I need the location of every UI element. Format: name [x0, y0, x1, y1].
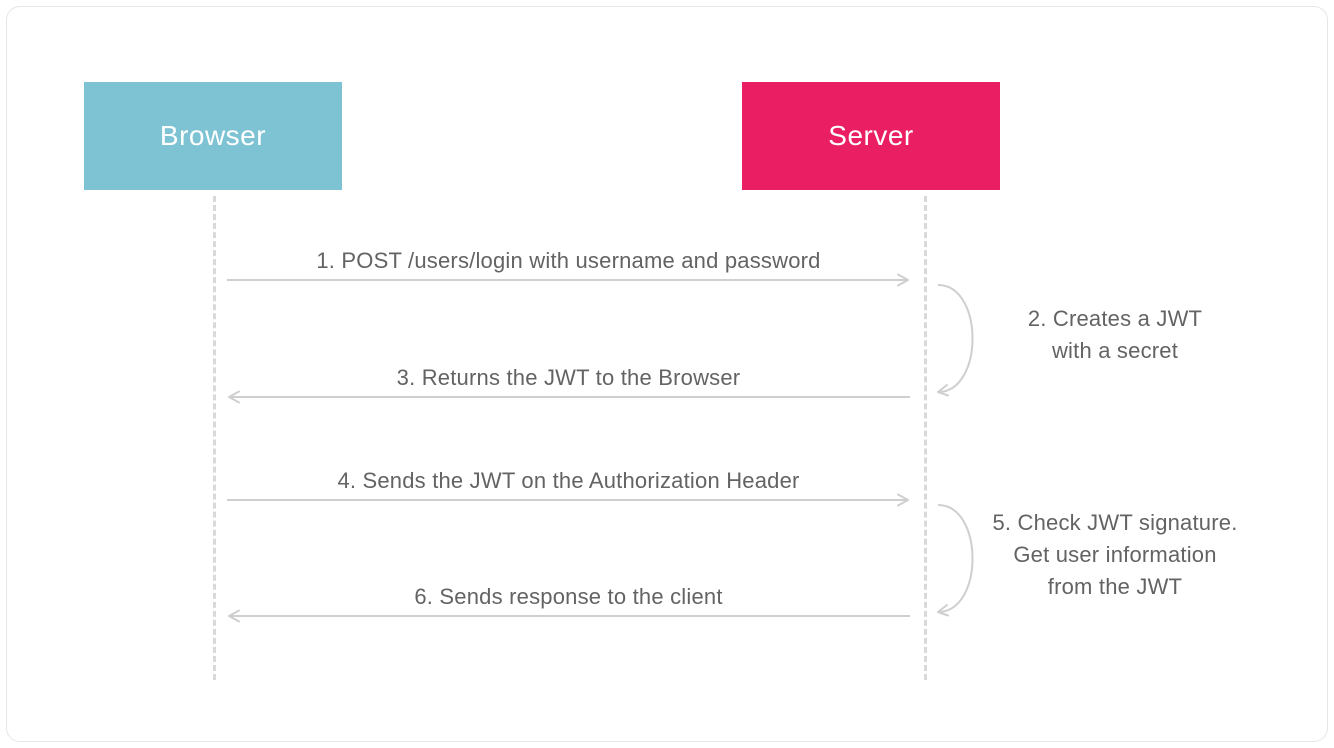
arrows-svg: [0, 0, 1334, 748]
